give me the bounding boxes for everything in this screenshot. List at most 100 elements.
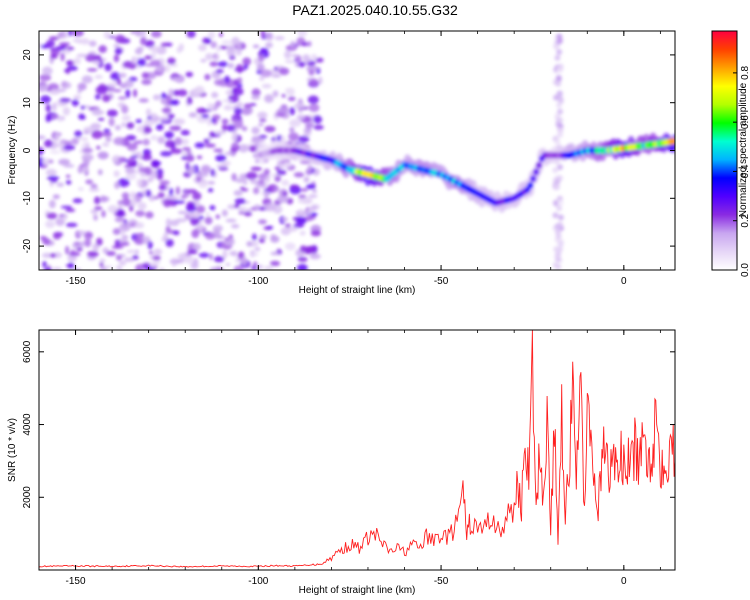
noise-blob: [165, 218, 171, 227]
noise-blob: [158, 116, 170, 121]
streak-blob: [556, 246, 563, 253]
noise-blob: [130, 198, 137, 207]
noise-blob: [192, 243, 201, 251]
noise-blob: [39, 84, 49, 93]
noise-blob: [91, 129, 103, 139]
noise-blob: [63, 214, 68, 221]
noise-blob: [246, 241, 253, 247]
noise-blob: [211, 91, 219, 99]
noise-blob: [103, 31, 111, 39]
noise-blob: [209, 205, 216, 211]
noise-blob: [209, 267, 218, 270]
noise-blob: [274, 186, 280, 192]
noise-blob: [130, 155, 139, 159]
noise-blob: [67, 31, 73, 37]
noise-blob: [66, 46, 75, 51]
noise-blob: [172, 77, 181, 81]
noise-blob: [95, 85, 108, 95]
snr-x-tick-label: -150: [66, 576, 86, 587]
noise-blob: [134, 31, 147, 37]
noise-blob: [78, 230, 86, 236]
noise-blob: [169, 219, 180, 227]
noise-blob: [152, 255, 161, 261]
noise-blob: [243, 178, 248, 186]
noise-blob: [215, 100, 222, 107]
streak-blob: [552, 200, 559, 207]
noise-blob: [266, 225, 274, 230]
noise-blob: [115, 124, 121, 131]
noise-blob: [194, 142, 205, 149]
noise-blob: [92, 243, 100, 252]
noise-blob: [237, 83, 243, 88]
spectrogram-heatmap: [39, 31, 675, 270]
noise-blob: [97, 117, 105, 122]
noise-blob: [114, 34, 126, 44]
noise-blob: [198, 44, 207, 52]
noise-blob: [51, 114, 60, 120]
noise-blob: [258, 179, 264, 186]
noise-blob: [308, 194, 318, 198]
noise-blob: [242, 57, 252, 66]
noise-blob: [135, 210, 146, 217]
noise-blob: [90, 122, 102, 130]
noise-blob: [224, 237, 230, 241]
noise-blob: [255, 264, 264, 269]
ridge-core: [527, 182, 534, 189]
noise-blob: [230, 118, 238, 123]
noise-blob: [218, 32, 224, 37]
noise-blob: [97, 169, 103, 176]
noise-blob: [72, 38, 83, 43]
noise-blob: [185, 71, 194, 78]
noise-blob: [77, 186, 84, 191]
noise-blob: [196, 205, 206, 214]
noise-blob: [165, 238, 174, 248]
noise-blob: [249, 178, 256, 184]
noise-blob: [99, 262, 104, 267]
noise-blob: [258, 123, 264, 127]
spectrogram-ticks: -150 -100 -50 0 20 10 0 -10 -20: [22, 31, 675, 287]
noise-blob: [249, 252, 259, 257]
noise-blob: [254, 246, 261, 252]
noise-blob: [209, 253, 214, 261]
noise-blob: [217, 61, 228, 67]
noise-blob: [116, 78, 122, 86]
noise-blob: [85, 233, 93, 237]
noise-blob: [243, 211, 252, 217]
noise-blob: [125, 89, 131, 99]
noise-blob: [233, 203, 240, 209]
noise-blob: [297, 198, 309, 204]
noise-blob: [91, 108, 103, 116]
noise-blob: [168, 88, 175, 98]
spectrogram-y-tick-label: -10: [22, 191, 33, 206]
streak-blob: [558, 97, 565, 104]
noise-blob: [317, 76, 323, 85]
noise-blob: [226, 124, 236, 132]
noise-blob: [165, 95, 172, 102]
noise-blob: [274, 36, 285, 41]
spectrogram-panel: -150 -100 -50 0 20 10 0 -10 -20 Height of straig…: [7, 30, 676, 296]
noise-blob: [206, 38, 212, 43]
chart-title: PAZ1.2025.040.10.55.G32: [292, 2, 458, 18]
noise-blob: [68, 251, 81, 257]
noise-blob: [148, 250, 154, 255]
noise-blob: [103, 265, 114, 269]
noise-blob: [260, 69, 272, 78]
noise-blob: [41, 237, 51, 245]
noise-blob: [253, 204, 261, 209]
noise-blob: [256, 63, 265, 72]
noise-blob: [63, 164, 75, 168]
noise-blob: [142, 138, 150, 146]
noise-blob: [77, 166, 84, 174]
noise-blob: [296, 114, 305, 121]
noise-blob: [53, 233, 61, 240]
noise-blob: [221, 40, 232, 45]
spectrogram-y-tick-label: 10: [22, 97, 33, 109]
noise-blob: [83, 126, 94, 134]
noise-blob: [144, 119, 155, 126]
snr-x-tick-label: -100: [248, 576, 268, 587]
noise-blob: [303, 176, 310, 183]
noise-blob: [311, 204, 317, 212]
noise-blob: [221, 118, 229, 125]
noise-blob: [92, 60, 101, 66]
colorbar-label: Normalized spectral amplitude: [738, 82, 749, 217]
